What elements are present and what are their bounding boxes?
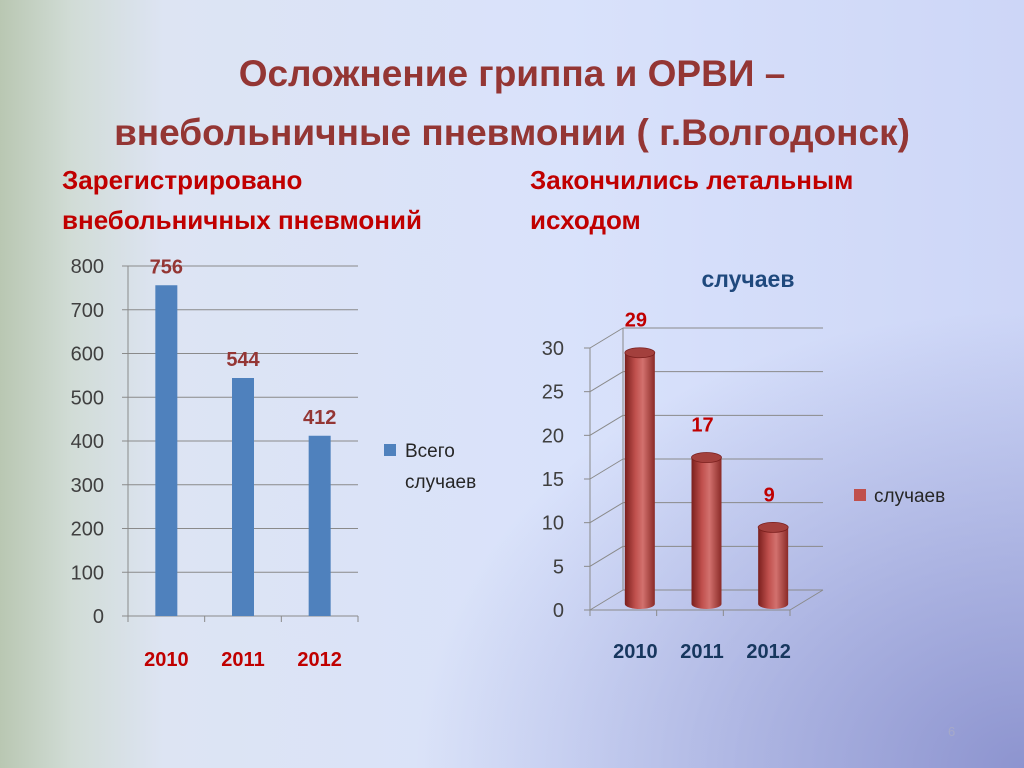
legend-swatch xyxy=(384,444,396,456)
bar-top xyxy=(757,522,789,533)
y-tick-label: 20 xyxy=(542,425,564,447)
data-label: 544 xyxy=(226,349,260,371)
data-label: 412 xyxy=(303,407,336,429)
x-tick-label: 2012 xyxy=(297,649,342,671)
bar-top xyxy=(691,452,722,463)
side-wall-gridline xyxy=(589,458,624,480)
slide-title-line1: Осложнение гриппа и ОРВИ – xyxy=(238,53,786,94)
bar xyxy=(308,435,331,616)
bar xyxy=(624,352,655,609)
x-tick-label: 2011 xyxy=(221,649,264,671)
side-wall-gridline xyxy=(589,545,624,567)
y-tick-label: 30 xyxy=(542,338,564,360)
y-tick-label: 10 xyxy=(542,513,564,535)
left-chart-heading: Зарегистрировано внебольничных пневмоний xyxy=(62,160,502,240)
x-tick-label: 2010 xyxy=(613,641,658,663)
legend-swatch xyxy=(854,489,866,501)
x-tick-label: 2011 xyxy=(680,641,723,663)
bar xyxy=(232,378,254,616)
y-tick-label: 0 xyxy=(93,606,104,628)
right-heading-line2: исходом xyxy=(530,205,641,235)
bar-top xyxy=(624,347,656,359)
side-wall-gridline xyxy=(589,371,624,393)
y-tick-label: 600 xyxy=(71,344,104,366)
chart-title: случаев xyxy=(702,266,795,292)
left-heading-line1: Зарегистрировано xyxy=(62,165,303,195)
data-label: 17 xyxy=(691,415,713,437)
lethal-outcome-chart: 0 5 10 15 20 25 30 случаев 29 2010 17 2011 9 2012 случ… xyxy=(542,266,945,663)
floor-right-edge xyxy=(789,589,824,611)
slide-title: Осложнение гриппа и ОРВИ – внебольничные… xyxy=(40,44,984,162)
right-chart-heading: Закончились летальным исходом xyxy=(530,160,930,240)
data-label: 9 xyxy=(764,484,775,506)
y-tick-label: 800 xyxy=(71,256,104,278)
legend-label: случаев xyxy=(405,472,476,493)
y-tick-label: 15 xyxy=(542,469,564,491)
side-wall-gridline xyxy=(589,414,624,436)
y-tick-label: 0 xyxy=(553,600,564,622)
y-tick-label: 400 xyxy=(71,431,104,453)
slide-number: 6 xyxy=(948,724,956,739)
side-wall-gridline xyxy=(589,327,624,349)
y-tick-label: 300 xyxy=(71,475,104,497)
legend-label: случаев xyxy=(874,486,945,507)
registered-pneumonia-chart: 0 100 200 300 400 500 600 700 800 756 2010 544 2011 4… xyxy=(71,256,477,671)
y-tick-label: 100 xyxy=(71,562,104,584)
y-tick-label: 25 xyxy=(542,382,564,404)
side-wall-gridline xyxy=(589,589,624,611)
legend-label: Всего xyxy=(405,441,455,462)
slide-title-line2: внебольничные пневмонии ( г.Волгодонск) xyxy=(114,112,910,153)
y-tick-label: 5 xyxy=(553,556,564,578)
x-tick-label: 2012 xyxy=(746,641,791,663)
bar xyxy=(155,285,178,616)
right-heading-line1: Закончились летальным xyxy=(530,165,854,195)
side-wall-gridline xyxy=(589,502,624,524)
bar xyxy=(691,457,722,609)
left-heading-line2: внебольничных пневмоний xyxy=(62,205,422,235)
data-label: 29 xyxy=(625,310,647,332)
data-label: 756 xyxy=(150,256,183,278)
bar xyxy=(758,527,789,609)
y-tick-label: 500 xyxy=(71,387,104,409)
x-tick-label: 2010 xyxy=(144,649,189,671)
y-tick-label: 200 xyxy=(71,519,104,541)
y-tick-label: 700 xyxy=(71,300,104,322)
